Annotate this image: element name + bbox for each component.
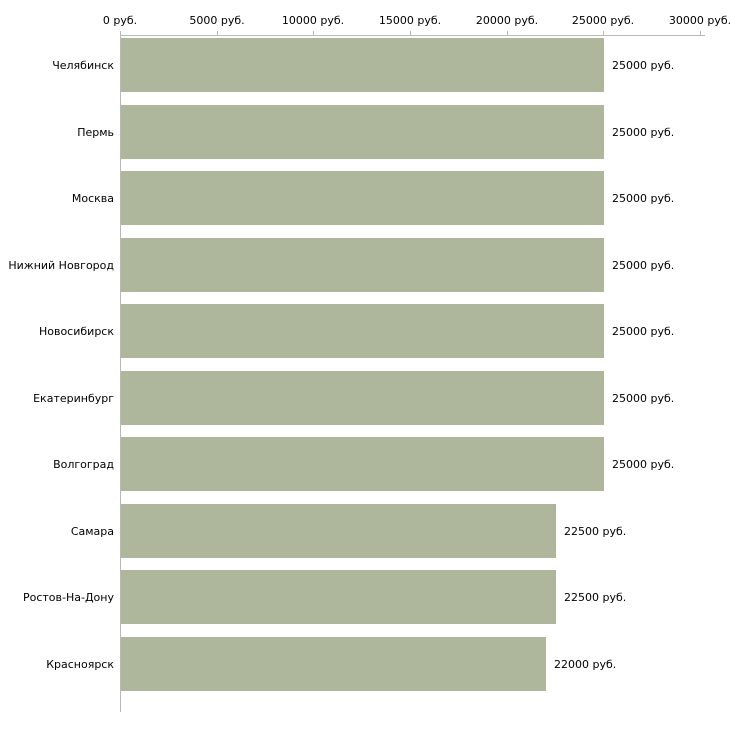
category-label: Самара <box>70 524 114 538</box>
bar <box>121 38 604 92</box>
x-axis-tick <box>603 31 604 35</box>
bar-value-label: 25000 руб. <box>612 58 675 72</box>
category-label: Ростов-На-Дону <box>22 590 114 604</box>
x-axis-tick-label: 25000 руб. <box>571 14 635 27</box>
bar-value-label: 25000 руб. <box>612 457 675 471</box>
bar-value-label: 25000 руб. <box>612 391 675 405</box>
x-axis-tick <box>217 31 218 35</box>
category-label: Волгоград <box>53 457 114 471</box>
x-axis-line <box>120 35 705 36</box>
category-label: Екатеринбург <box>33 391 114 405</box>
bar-value-label: 25000 руб. <box>612 191 675 205</box>
x-axis-tick <box>410 31 411 35</box>
bar-value-label: 22000 руб. <box>554 657 617 671</box>
bar-value-label: 22500 руб. <box>564 524 627 538</box>
category-label: Челябинск <box>52 58 114 72</box>
x-axis-tick <box>120 31 121 35</box>
bar <box>121 371 604 425</box>
x-axis-tick-label: 20000 руб. <box>475 14 539 27</box>
bar <box>121 504 556 558</box>
bar <box>121 437 604 491</box>
category-label: Новосибирск <box>38 324 114 338</box>
x-axis-tick-label: 30000 руб. <box>668 14 730 27</box>
x-axis-tick <box>313 31 314 35</box>
bar-value-label: 25000 руб. <box>612 258 675 272</box>
category-label: Москва <box>71 191 114 205</box>
category-label: Нижний Новгород <box>8 258 114 272</box>
x-axis-tick-label: 0 руб. <box>102 14 138 27</box>
bar <box>121 105 604 159</box>
bar <box>121 171 604 225</box>
category-label: Красноярск <box>46 657 114 671</box>
bar <box>121 238 604 292</box>
bar <box>121 637 546 691</box>
bar-value-label: 25000 руб. <box>612 125 675 139</box>
x-axis-tick-label: 5000 руб. <box>189 14 245 27</box>
y-axis-line <box>120 35 121 712</box>
x-axis-tick-label: 15000 руб. <box>378 14 442 27</box>
bar-value-label: 25000 руб. <box>612 324 675 338</box>
category-label: Пермь <box>77 125 114 139</box>
bar <box>121 304 604 358</box>
bar <box>121 570 556 624</box>
x-axis-tick-label: 10000 руб. <box>281 14 345 27</box>
x-axis-tick <box>507 31 508 35</box>
bar-value-label: 22500 руб. <box>564 590 627 604</box>
x-axis-tick <box>700 31 701 35</box>
